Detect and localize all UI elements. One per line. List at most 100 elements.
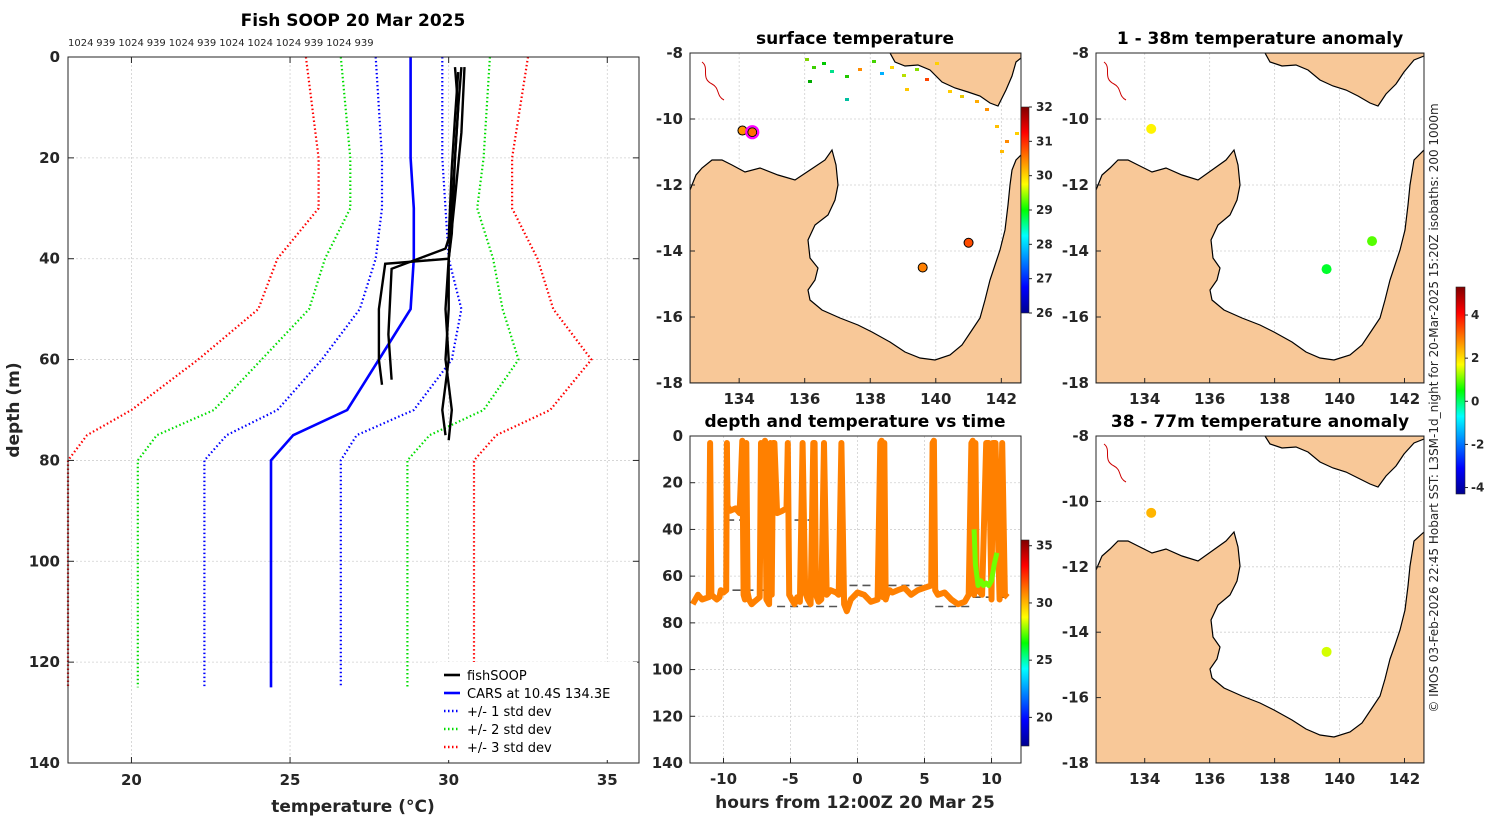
sst-speck	[915, 68, 919, 71]
x-tick-label: 20	[121, 771, 142, 789]
sst-speck	[925, 78, 929, 81]
sst-speck	[858, 68, 862, 71]
map-y-tick-label: -10	[1062, 492, 1089, 510]
y-tick-label: 40	[39, 250, 60, 268]
profile-lines	[66, 56, 593, 688]
colorbar-tick-label: 0	[1471, 394, 1479, 408]
anom-map-2-points	[1146, 507, 1332, 657]
map-y-tick-label: -8	[1072, 427, 1089, 445]
map-y-tick-label: -10	[1062, 110, 1089, 128]
red-isobath	[1103, 61, 1127, 101]
colorbar-tick-label: 30	[1036, 169, 1053, 183]
fishsoop-cast-line	[441, 67, 466, 436]
map-x-tick-label: 142	[1389, 390, 1420, 408]
anom-map-2-panel: 134 136 138 140 142 -8 -10 -12 -14 -16 -18 38 - 77…	[1062, 412, 1425, 788]
colorbar-tick-label: 2	[1471, 351, 1479, 365]
anom-map-1-title: 1 - 38m temperature anomaly	[1117, 29, 1403, 49]
sst-map-land	[690, 53, 1021, 383]
map-y-tick-label: -16	[656, 308, 683, 326]
y-tick-label: 60	[39, 351, 60, 369]
legend-label: +/- 1 std dev	[467, 705, 552, 720]
sst-speck	[902, 74, 906, 77]
depth-time-title: depth and temperature vs time	[705, 412, 1006, 432]
anomaly-observation-point	[1321, 264, 1332, 275]
x-tick-label: 25	[280, 771, 301, 789]
sst-map-panel: 134 136 138 140 142 -8 -10 -12 -14 -16 -18 surface…	[656, 29, 1053, 408]
anomaly-observation-point	[1146, 507, 1157, 518]
profile-ticks: 20 25 30 35 0 20 40 60 80 100 120 140	[29, 48, 639, 789]
depth-time-colorbar-ticks: 20 25 30 35	[1029, 539, 1053, 724]
map-y-tick-label: -10	[656, 110, 683, 128]
legend-box	[437, 662, 637, 760]
map-x-tick-label: 134	[724, 390, 755, 408]
anom-map-1-panel: 134 136 138 140 142 -8 -10 -12 -14 -16 -18 1 - 38m…	[1062, 29, 1425, 408]
map-y-tick-label: -12	[1062, 176, 1089, 194]
legend-label: fishSOOP	[467, 669, 527, 684]
anomaly-observation-point	[1367, 236, 1378, 247]
colorbar-tick-label: 32	[1036, 100, 1053, 114]
sst-speck	[880, 72, 884, 75]
map-x-tick-label: 136	[789, 390, 820, 408]
map-y-tick-label: -16	[1062, 308, 1089, 326]
gulf-landmass	[1096, 530, 1424, 763]
map-y-tick-label: -12	[656, 176, 683, 194]
top-label: 1024	[326, 38, 351, 49]
y-tick-label: 0	[50, 48, 60, 66]
map-x-tick-label: 140	[1324, 770, 1355, 788]
top-label: 1024	[68, 38, 93, 49]
sst-colorbar	[1020, 106, 1030, 314]
map-x-tick-label: 134	[1129, 390, 1160, 408]
map-x-tick-label: 134	[1129, 770, 1160, 788]
sst-satellite-specks	[805, 58, 1019, 153]
map-x-tick-label: 140	[1324, 390, 1355, 408]
sst-speck	[975, 100, 979, 103]
sst-map-points	[737, 125, 974, 273]
fishsoop-cast-line	[387, 72, 460, 380]
map-y-tick-label: -12	[1062, 558, 1089, 576]
map-x-tick-label: 138	[1259, 390, 1290, 408]
sst-speck	[822, 62, 826, 65]
top-label: 1024	[219, 38, 244, 49]
colorbar-tick-label: 27	[1036, 272, 1053, 286]
top-landmass	[889, 53, 1021, 107]
anom-map-1-frame	[1095, 52, 1425, 384]
top-label: 1024	[118, 38, 143, 49]
sst-map-title: surface temperature	[756, 29, 954, 49]
anomaly-observation-point	[1146, 123, 1157, 134]
sst-speck	[935, 62, 939, 65]
y-tick-label: 40	[662, 520, 683, 538]
sst-speck	[1005, 140, 1009, 143]
top-landmass	[1264, 53, 1424, 107]
depth-trace-cool-segment	[971, 529, 1000, 588]
sst-speck	[808, 80, 812, 83]
profile-ylabel: depth (m)	[4, 362, 24, 457]
top-label: 939	[197, 38, 216, 49]
map-x-tick-label: 138	[1259, 770, 1290, 788]
colorbar-tick-label: 20	[1036, 710, 1053, 724]
x-tick-label: -10	[710, 770, 737, 788]
anom-map-2-title: 38 - 77m temperature anomaly	[1111, 412, 1409, 432]
sst-speck	[872, 60, 876, 63]
map-x-tick-label: 140	[920, 390, 951, 408]
gulf-landmass	[690, 148, 1021, 383]
depth-time-xlabel: hours from 12:00Z 20 Mar 25	[715, 793, 995, 813]
y-tick-label: 20	[39, 149, 60, 167]
profile-legend: fishSOOP CARS at 10.4S 134.3E +/- 1 std de…	[437, 662, 637, 760]
profile-frame	[67, 56, 640, 764]
y-tick-label: 80	[39, 451, 60, 469]
sst-speck	[1015, 132, 1019, 135]
anom-map-2-frame	[1095, 435, 1425, 764]
map-x-tick-label: 142	[1389, 770, 1420, 788]
std-dev-upper-line	[472, 56, 593, 688]
anomaly-colorbar	[1455, 286, 1466, 495]
y-tick-label: 140	[652, 754, 683, 772]
vessel-position-marker	[745, 125, 760, 140]
profile-plot-area	[68, 57, 639, 763]
y-tick-label: 120	[29, 653, 60, 671]
map-x-tick-label: 138	[855, 390, 886, 408]
x-tick-label: 0	[852, 770, 862, 788]
y-tick-label: 0	[673, 427, 683, 445]
